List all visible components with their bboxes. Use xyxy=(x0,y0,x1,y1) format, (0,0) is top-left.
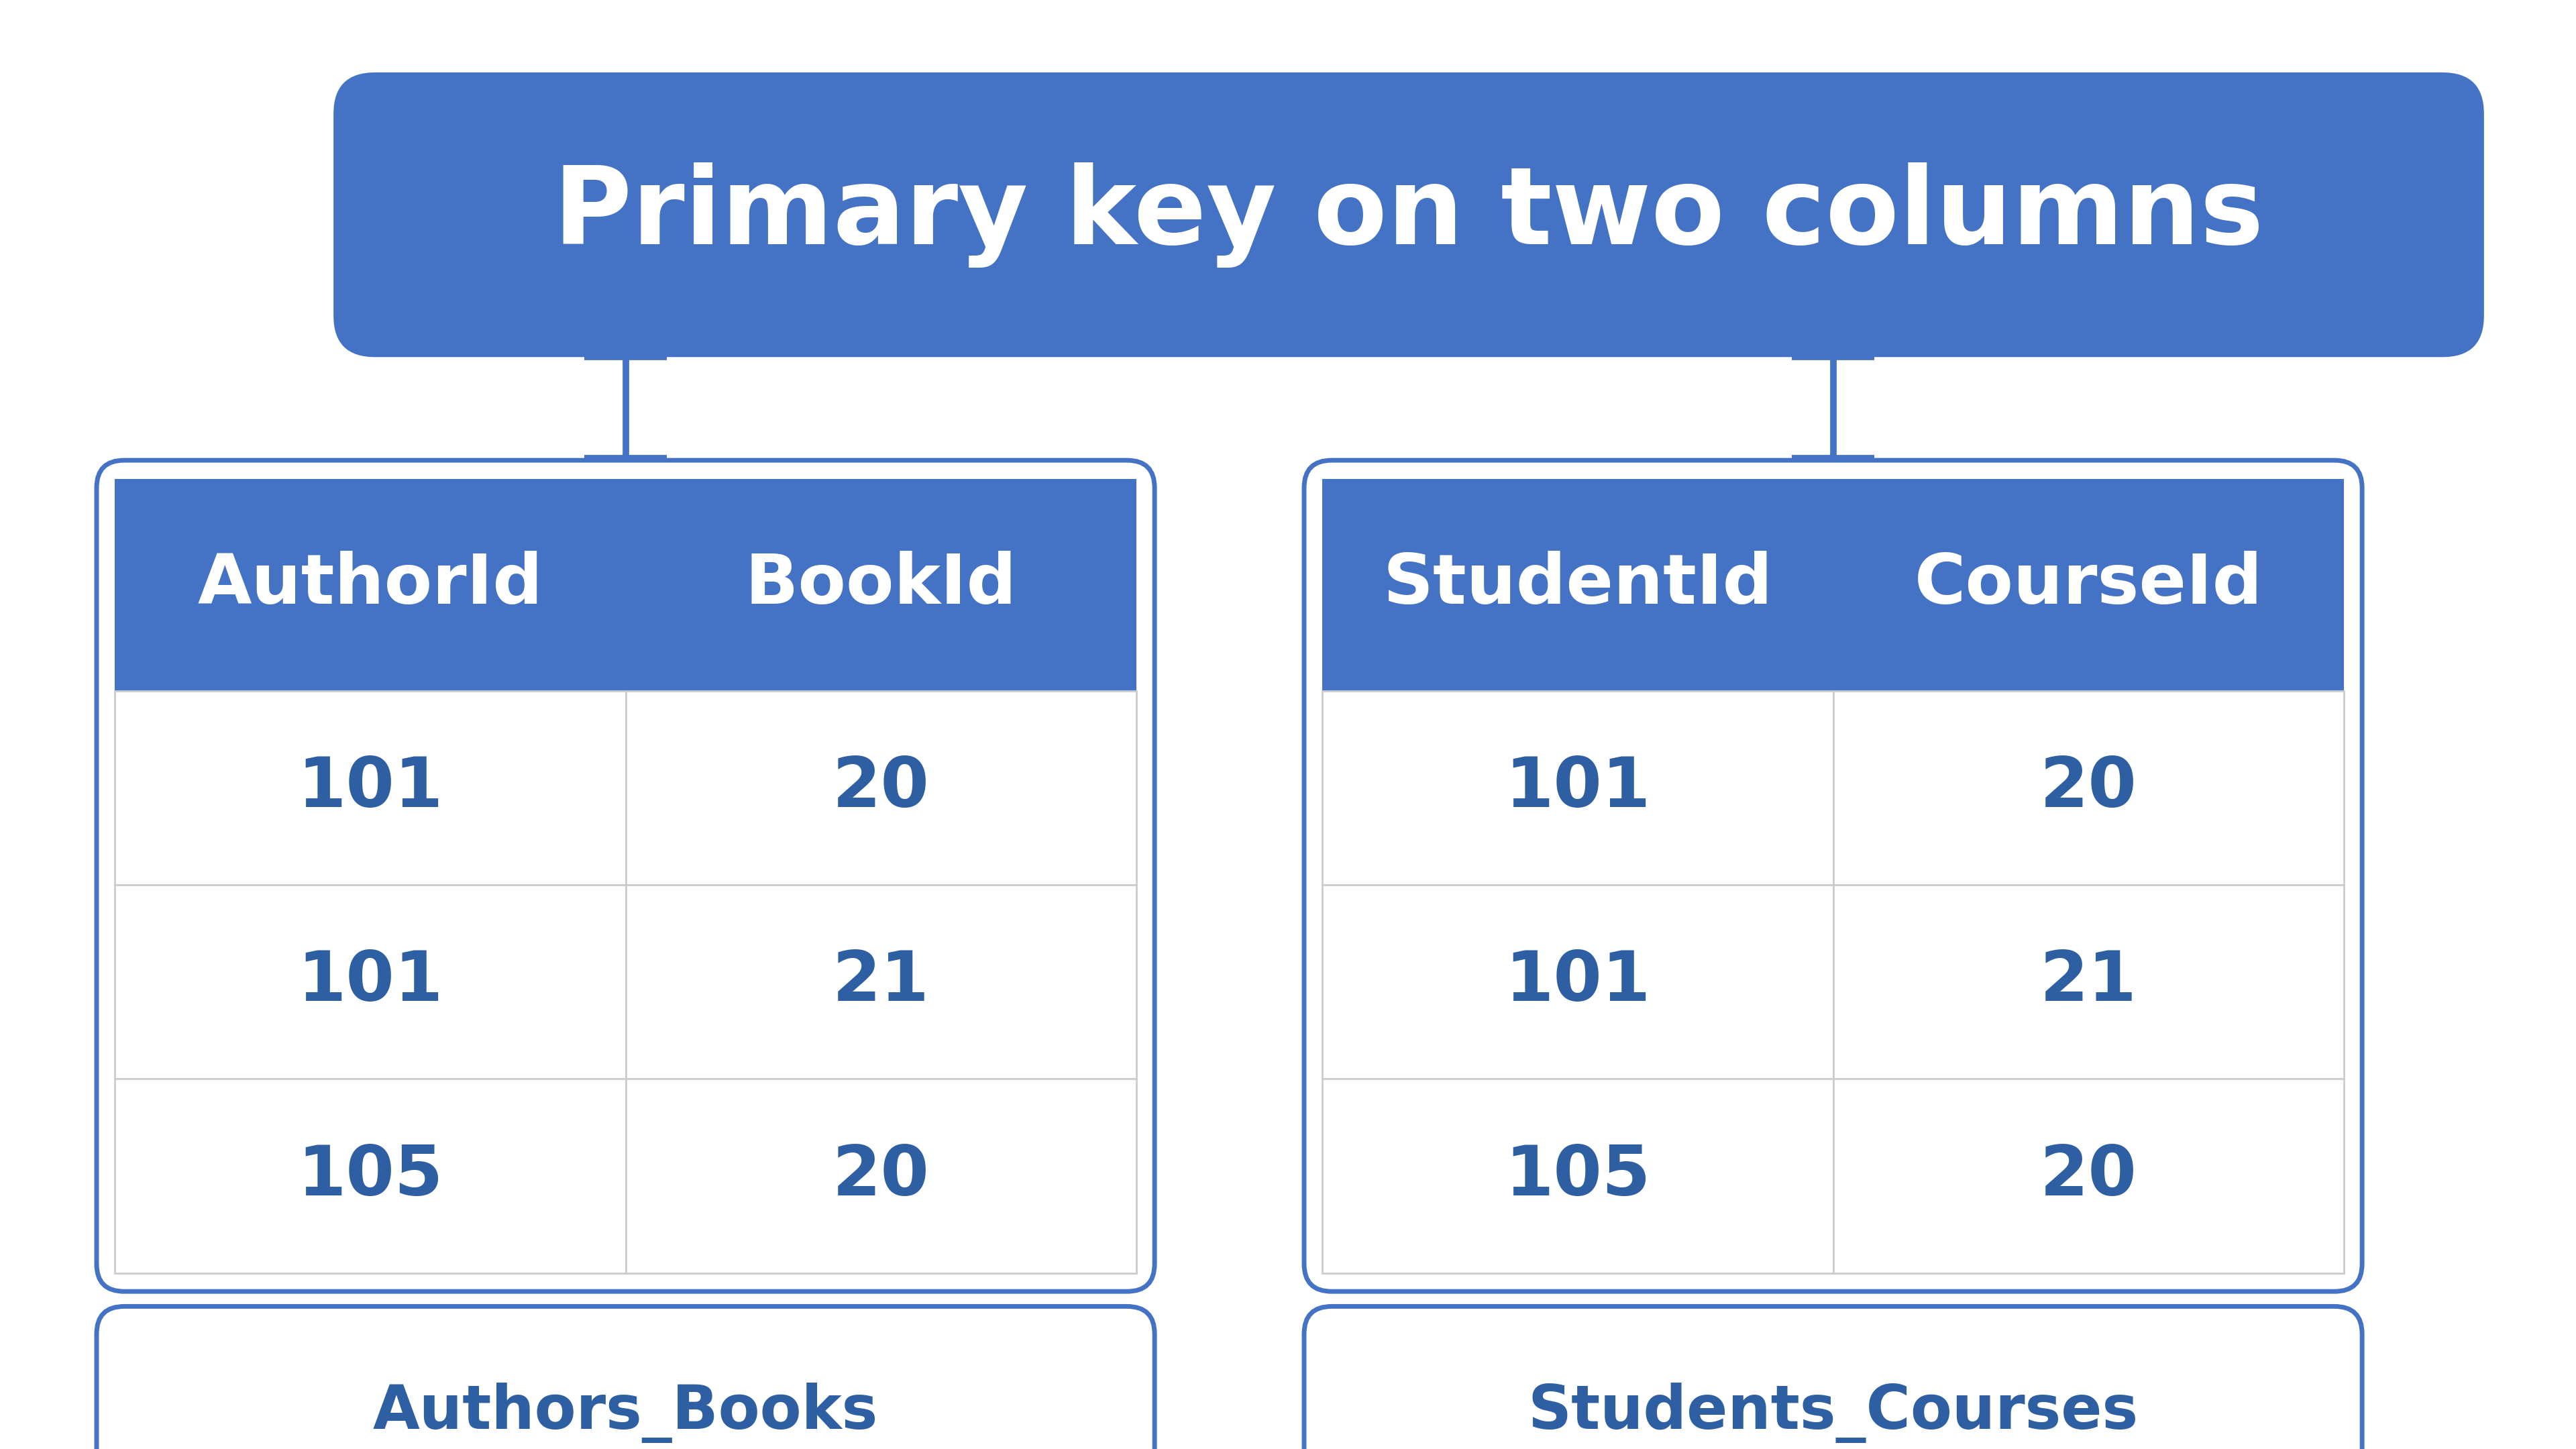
Bar xyxy=(1321,691,1834,885)
FancyBboxPatch shape xyxy=(332,72,2483,356)
Bar xyxy=(116,885,626,1080)
Text: CourseId: CourseId xyxy=(1914,551,2262,619)
Text: 20: 20 xyxy=(832,1142,930,1210)
Bar xyxy=(1321,478,2344,691)
Bar xyxy=(1834,885,2344,1080)
Text: 21: 21 xyxy=(832,948,930,1016)
Text: 105: 105 xyxy=(296,1142,443,1210)
FancyBboxPatch shape xyxy=(98,461,1154,1291)
Text: Authors_Books: Authors_Books xyxy=(374,1382,878,1443)
FancyBboxPatch shape xyxy=(98,1307,1154,1449)
Text: 101: 101 xyxy=(1504,948,1651,1016)
Bar xyxy=(626,691,1136,885)
Text: 20: 20 xyxy=(2040,1142,2138,1210)
Text: 105: 105 xyxy=(1504,1142,1651,1210)
Text: Students_Courses: Students_Courses xyxy=(1528,1382,2138,1443)
Text: 101: 101 xyxy=(296,753,443,822)
Bar xyxy=(116,1080,626,1274)
Bar xyxy=(116,691,626,885)
Bar xyxy=(1834,691,2344,885)
Bar xyxy=(116,478,1136,691)
Bar xyxy=(1321,885,1834,1080)
Text: Primary key on two columns: Primary key on two columns xyxy=(554,162,2264,268)
Text: StudentId: StudentId xyxy=(1383,551,1772,619)
Text: BookId: BookId xyxy=(744,551,1018,619)
Text: 20: 20 xyxy=(832,753,930,822)
Text: 101: 101 xyxy=(296,948,443,1016)
Bar xyxy=(626,1080,1136,1274)
Text: 21: 21 xyxy=(2040,948,2138,1016)
Text: 101: 101 xyxy=(1504,753,1651,822)
Bar xyxy=(1834,1080,2344,1274)
FancyBboxPatch shape xyxy=(1303,1307,2362,1449)
Bar xyxy=(626,885,1136,1080)
Text: AuthorId: AuthorId xyxy=(198,551,544,619)
Text: 20: 20 xyxy=(2040,753,2138,822)
FancyBboxPatch shape xyxy=(1303,461,2362,1291)
Bar xyxy=(1321,1080,1834,1274)
